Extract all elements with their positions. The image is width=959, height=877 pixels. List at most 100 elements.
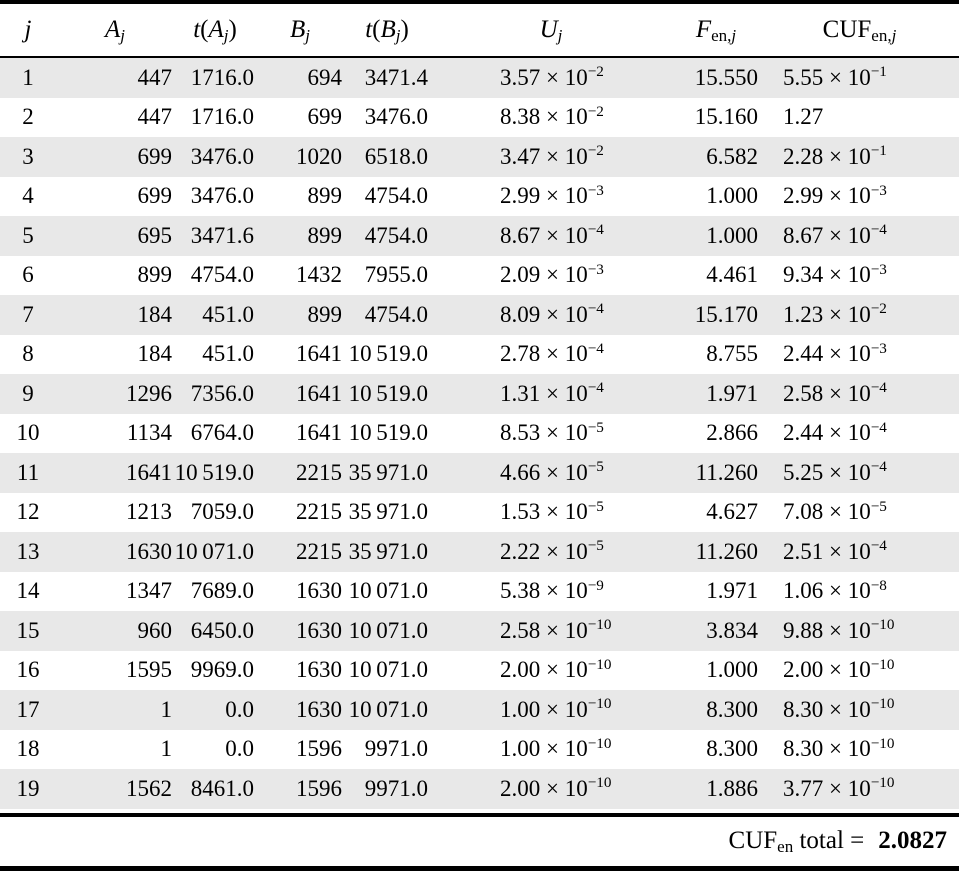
cell-b: 2215: [296, 459, 342, 485]
cell-tb: 10 519.0: [348, 380, 428, 406]
cell-b: 2215: [296, 499, 342, 525]
cell-u: 3.47 × 10−2: [500, 142, 604, 169]
table-row: 16 1595 9969.0 1630 10 071.0 2.00 × 10−10 1.00…: [0, 650, 959, 690]
cell-tb: 10 071.0: [348, 578, 428, 604]
cell-b: 1630: [296, 657, 342, 683]
cell-cuf: 1.23 × 10−2: [783, 300, 887, 327]
cell-j: 10: [16, 420, 40, 446]
cell-b: 1641: [296, 380, 342, 406]
cell-cuf: 2.99 × 10−3: [783, 181, 887, 209]
cell-tb: 9971.0: [364, 775, 428, 801]
cell-f: 15.550: [694, 64, 758, 90]
table-row: 8 184 451.0 1641 10 519.0 2.78 × 10−4 8.755 2.4…: [0, 334, 959, 374]
cell-a: 1: [160, 696, 173, 722]
cell-j: 14: [16, 578, 40, 604]
cell-j: 17: [16, 696, 40, 722]
cell-f: 1.886: [706, 775, 758, 801]
cell-j: 11: [16, 459, 40, 485]
column-header-aj: Aj: [56, 4, 174, 58]
cell-b: 694: [307, 64, 343, 90]
cell-f: 4.627: [706, 499, 758, 525]
cell-j: 2: [22, 104, 34, 130]
table-row: 19 1562 8461.0 1596 9971.0 2.00 × 10−10 1.886 3…: [0, 769, 959, 809]
cell-j: 1: [22, 64, 34, 90]
column-header-j: j: [0, 4, 56, 58]
cell-f: 2.866: [706, 420, 758, 446]
cell-tb: 35 971.0: [348, 538, 428, 564]
cell-a: 447: [137, 104, 173, 130]
cell-a: 695: [137, 222, 173, 248]
cell-tb: 3476.0: [364, 104, 428, 130]
cell-f: 8.755: [706, 341, 758, 367]
cell-b: 1596: [296, 775, 342, 801]
cell-f: 1.971: [706, 578, 758, 604]
cell-tb: 10 519.0: [348, 341, 428, 367]
cell-b: 899: [307, 301, 343, 327]
cell-tb: 3471.4: [364, 64, 428, 90]
cell-a: 699: [137, 143, 173, 169]
cell-ta: 451.0: [202, 341, 254, 367]
top-rule: [0, 0, 959, 4]
cell-u: 2.78 × 10−4: [500, 339, 604, 367]
table-row: 9 1296 7356.0 1641 10 519.0 1.31 × 10−4 1.971 2…: [0, 374, 959, 414]
cell-ta: 451.0: [202, 301, 254, 327]
cell-u: 2.00 × 10−10: [500, 774, 612, 801]
cell-cuf: 2.44 × 10−4: [783, 418, 887, 446]
cell-ta: 4754.0: [190, 262, 254, 288]
cell-ta: 3476.0: [190, 143, 254, 169]
cell-u: 4.66 × 10−5: [500, 458, 604, 485]
cell-j: 9: [22, 380, 34, 406]
cell-a: 184: [137, 301, 173, 327]
cell-ta: 10 519.0: [174, 459, 254, 485]
column-header-taj: t(Aj): [174, 4, 256, 58]
table-row: 11 1641 10 519.0 2215 35 971.0 4.66 × 10−5 11.…: [0, 453, 959, 493]
cell-u: 2.00 × 10−10: [500, 655, 612, 683]
table-row: 3 699 3476.0 1020 6518.0 3.47 × 10−2 6.582 2.28…: [0, 137, 959, 177]
cell-a: 1213: [126, 499, 172, 525]
column-header-tbj: t(Bj): [344, 4, 430, 58]
cell-j: 4: [22, 183, 34, 209]
cell-a: 1641: [126, 459, 172, 485]
column-header-cufenj: CUFen,j: [760, 4, 959, 58]
cell-f: 4.461: [706, 262, 758, 288]
cell-b: 1020: [296, 143, 342, 169]
cell-tb: 10 519.0: [348, 420, 428, 446]
cell-tb: 10 071.0: [348, 696, 428, 722]
cell-j: 3: [22, 143, 34, 169]
total-separator-rule: [0, 812, 959, 817]
column-header-uj: Uj: [430, 4, 672, 58]
cell-a: 1296: [126, 380, 172, 406]
cell-f: 1.000: [706, 657, 758, 683]
cell-tb: 7955.0: [364, 262, 428, 288]
cell-u: 2.09 × 10−3: [500, 260, 604, 288]
cell-cuf: 3.77 × 10−10: [783, 774, 895, 801]
cell-a: 1347: [126, 578, 172, 604]
cell-ta: 9969.0: [190, 657, 254, 683]
total-value: 2.0827: [878, 827, 947, 854]
cell-ta: 1716.0: [190, 64, 254, 90]
cell-u: 2.22 × 10−5: [500, 537, 604, 564]
cell-j: 12: [16, 499, 40, 525]
cell-cuf: 2.28 × 10−1: [783, 142, 887, 169]
cell-u: 8.53 × 10−5: [500, 418, 604, 446]
cell-b: 1630: [296, 696, 342, 722]
cell-j: 7: [22, 301, 34, 327]
cell-a: 960: [137, 617, 173, 643]
cell-f: 15.160: [694, 104, 758, 130]
cell-cuf: 1.27: [783, 104, 824, 130]
table-row: 13 1630 10 071.0 2215 35 971.0 2.22 × 10−5 11.…: [0, 532, 959, 572]
cell-u: 2.99 × 10−3: [500, 181, 604, 209]
cell-cuf: 5.55 × 10−1: [783, 63, 887, 90]
cell-b: 1641: [296, 341, 342, 367]
cell-tb: 9971.0: [364, 736, 428, 762]
cell-cuf: 2.44 × 10−3: [783, 339, 887, 367]
cell-j: 18: [16, 736, 40, 762]
total-row: CUFen total = 2.0827: [0, 817, 959, 871]
cell-a: 1595: [126, 657, 172, 683]
cell-cuf: 2.58 × 10−4: [783, 379, 887, 406]
table-row: 17 1 0.0 1630 10 071.0 1.00 × 10−10 8.300 8.30 …: [0, 690, 959, 730]
cell-u: 1.31 × 10−4: [500, 379, 604, 406]
cell-j: 5: [22, 222, 34, 248]
cell-tb: 10 071.0: [348, 657, 428, 683]
cell-tb: 35 971.0: [348, 459, 428, 485]
